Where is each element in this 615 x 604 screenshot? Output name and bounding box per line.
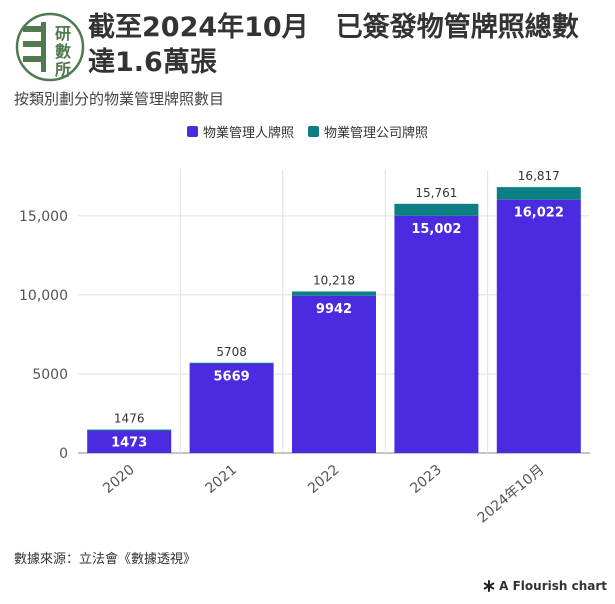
legend-label-individual: 物業管理人牌照 (202, 126, 294, 141)
x-tick-label: 2020 (100, 462, 138, 497)
data-label-total: 10,218 (313, 273, 355, 287)
logo-text-top: 研 (55, 24, 71, 43)
credit-text: A Flourish chart (499, 579, 607, 593)
legend-swatch-individual (186, 126, 198, 137)
legend-item-individual[interactable]: 物業管理人牌照 (186, 122, 294, 141)
bar-individual-2024年10月 (496, 199, 581, 453)
bar-individual-2023 (394, 215, 479, 453)
data-label-individual: 5669 (214, 369, 250, 384)
logo-text-bottom: 所 (55, 60, 71, 79)
data-label-total: 5708 (216, 345, 247, 359)
x-tick-label: 2021 (203, 462, 241, 497)
x-tick-label: 2024年10月 (475, 462, 548, 527)
data-label-total: 16,817 (518, 169, 560, 183)
data-label-individual: 15,002 (411, 222, 461, 237)
data-label-total: 1476 (114, 412, 145, 426)
data-source: 數據來源：立法會《數據透視》 (14, 552, 197, 567)
bar-company-2022 (292, 291, 376, 296)
bar-company-2023 (394, 203, 479, 216)
bar-company-2021 (189, 362, 274, 364)
y-tick-label: 0 (59, 446, 68, 462)
bar-company-2024年10月 (496, 187, 581, 200)
data-label-individual: 9942 (316, 302, 352, 317)
legend-swatch-company (308, 126, 319, 137)
chart-subtitle: 按類別劃分的物業管理牌照數目 (14, 90, 225, 108)
flourish-credit[interactable]: A Flourish chart (483, 579, 607, 593)
bar-individual-2020 (87, 429, 172, 453)
stacked-bar-chart: 0 5000 10,000 15,000 1473 1476 2020 5669 5708 202… (19, 169, 590, 527)
bar-company-2020 (87, 429, 172, 431)
flourish-star-icon (483, 580, 495, 592)
bar-individual-2022 (292, 295, 376, 453)
hk01-research-logo-icon: 研 數 所 (15, 12, 85, 82)
y-tick-label: 15,000 (19, 209, 68, 225)
y-tick-label: 10,000 (19, 288, 68, 304)
y-tick-label: 5000 (32, 367, 68, 383)
logo-text-mid: 數 (55, 42, 71, 61)
chart-legend: 物業管理人牌照 物業管理公司牌照 (0, 122, 615, 141)
bar-individual-2021 (189, 363, 274, 453)
data-label-total: 15,761 (415, 186, 457, 200)
data-label-individual: 16,022 (514, 206, 564, 221)
legend-item-company[interactable]: 物業管理公司牌照 (308, 122, 428, 141)
x-tick-label: 2023 (407, 462, 445, 497)
chart-title: 截至2024年10月 已簽發物管牌照總數達1.6萬張 (88, 12, 579, 78)
legend-label-company: 物業管理公司牌照 (324, 126, 429, 141)
x-tick-label: 2022 (305, 462, 343, 497)
data-label-individual: 1473 (111, 436, 147, 451)
